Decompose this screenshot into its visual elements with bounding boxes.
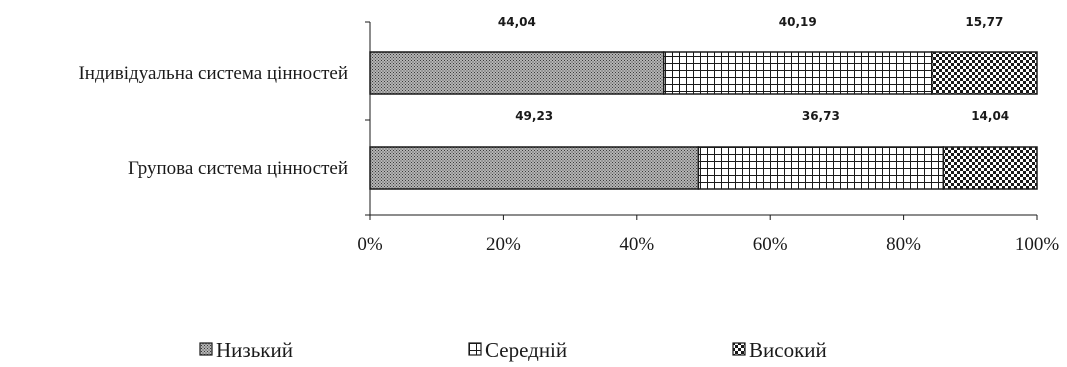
x-tick-label: 60% [753, 234, 788, 255]
legend-label: Низький [216, 338, 293, 362]
legend-item: Низький [199, 338, 293, 362]
category-label: Індивідуальна система цінностей [78, 63, 348, 84]
plot-area: 0% 20% 40% 60% 80% 100% Індивідуальна система … [78, 15, 1059, 255]
data-label: 14,04 [971, 109, 1009, 123]
legend-swatch [468, 342, 482, 356]
bar-segment [697, 146, 945, 190]
legend-swatch [732, 342, 746, 356]
category-label: Групова система цінностей [128, 158, 348, 179]
x-tick-label: 100% [1015, 234, 1060, 255]
bar-segment [942, 146, 1038, 190]
bar-segment [369, 146, 700, 190]
data-label: 44,04 [498, 15, 536, 29]
data-label: 40,19 [779, 15, 817, 29]
data-label: 49,23 [515, 109, 553, 123]
x-tick-label: 20% [486, 234, 521, 255]
data-label: 36,73 [802, 109, 840, 123]
legend: Низький Середній Високий [199, 338, 827, 362]
bar-segment [931, 51, 1038, 95]
legend-item: Середній [468, 338, 567, 362]
legend-label: Високий [749, 338, 827, 362]
legend-label: Середній [485, 338, 567, 362]
x-tick-label: 40% [619, 234, 654, 255]
x-tick-label: 0% [357, 234, 383, 255]
bar-segment [662, 51, 933, 95]
legend-swatch [199, 342, 213, 356]
legend-item: Високий [732, 338, 827, 362]
x-tick-label: 80% [886, 234, 921, 255]
data-label: 15,77 [965, 15, 1003, 29]
bar-segment [369, 51, 665, 95]
